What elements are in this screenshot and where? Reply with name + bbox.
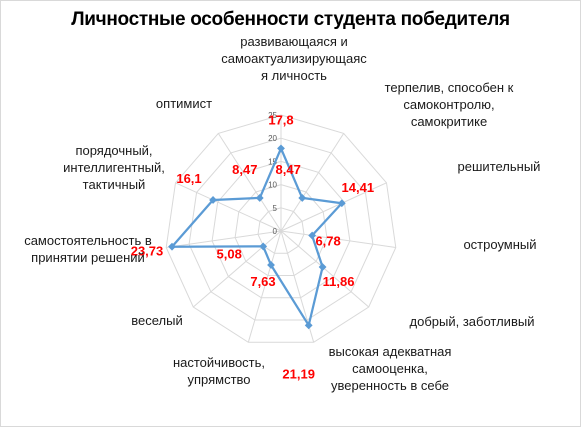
- category-label: развивающаяся и самоактуализирующаяс я лич…: [221, 34, 367, 83]
- axis-tick-label: 15: [268, 157, 277, 166]
- category-label: оптимист: [156, 96, 212, 111]
- data-label: 8,47: [276, 162, 301, 177]
- category-label: веселый: [131, 313, 182, 328]
- series-marker: [168, 242, 176, 251]
- category-label: терпелив, способен к самоконтролю, самокри…: [385, 80, 514, 129]
- grid-spoke: [280, 182, 387, 232]
- grid-spoke: [280, 230, 396, 248]
- series-line: [170, 147, 343, 327]
- data-label: 5,08: [217, 246, 242, 261]
- series-marker: [318, 263, 327, 271]
- grid-ring: [165, 114, 397, 343]
- series-marker: [255, 194, 264, 202]
- category-label: решительный: [458, 159, 541, 174]
- category-label: высокая адекватная самооценка, уверенность…: [329, 344, 452, 393]
- category-label: настойчивость, упрямство: [173, 355, 265, 387]
- data-label: 11,86: [323, 274, 355, 289]
- grid-ring: [257, 207, 305, 254]
- grid-spoke: [247, 230, 282, 343]
- series-marker: [267, 261, 275, 269]
- grid-spoke: [280, 133, 345, 232]
- category-label: добрый, заботливый: [410, 314, 535, 329]
- grid-spoke: [280, 230, 370, 308]
- axis-tick-label: 20: [268, 134, 277, 143]
- axis-tick-label: 25: [268, 111, 277, 120]
- grid-spoke: [175, 182, 282, 232]
- series-marker: [209, 196, 217, 204]
- grid-ring: [211, 160, 351, 299]
- chart-title: Личностные особенности студента победите…: [71, 9, 510, 30]
- data-label: 8,47: [232, 162, 257, 177]
- data-label: 16,1: [176, 171, 201, 186]
- series-marker: [337, 199, 346, 208]
- data-label: 6,78: [315, 234, 340, 249]
- data-label: 23,73: [131, 244, 164, 259]
- series-marker: [308, 231, 317, 240]
- category-label: порядочный, интеллигентный, тактичный: [63, 143, 165, 192]
- grid-ring: [234, 184, 328, 276]
- series-marker: [298, 194, 307, 202]
- series-marker: [277, 144, 285, 153]
- series-marker: [304, 321, 313, 330]
- grid-spoke: [166, 230, 282, 248]
- axis-tick-label: 10: [268, 181, 277, 190]
- grid-spoke: [217, 133, 282, 232]
- series-marker: [259, 242, 268, 251]
- grid-spoke: [192, 230, 282, 308]
- axis-tick-label: 0: [273, 227, 278, 236]
- data-label: 17,8: [268, 112, 293, 127]
- data-label: 14,41: [342, 180, 375, 195]
- data-label: 21,19: [282, 366, 315, 381]
- category-label: самостоятельность в принятии решений: [24, 233, 152, 265]
- data-label: 7,63: [250, 274, 275, 289]
- category-label: остроумный: [463, 237, 536, 252]
- grid-ring: [188, 137, 374, 321]
- axis-tick-label: 5: [273, 204, 278, 213]
